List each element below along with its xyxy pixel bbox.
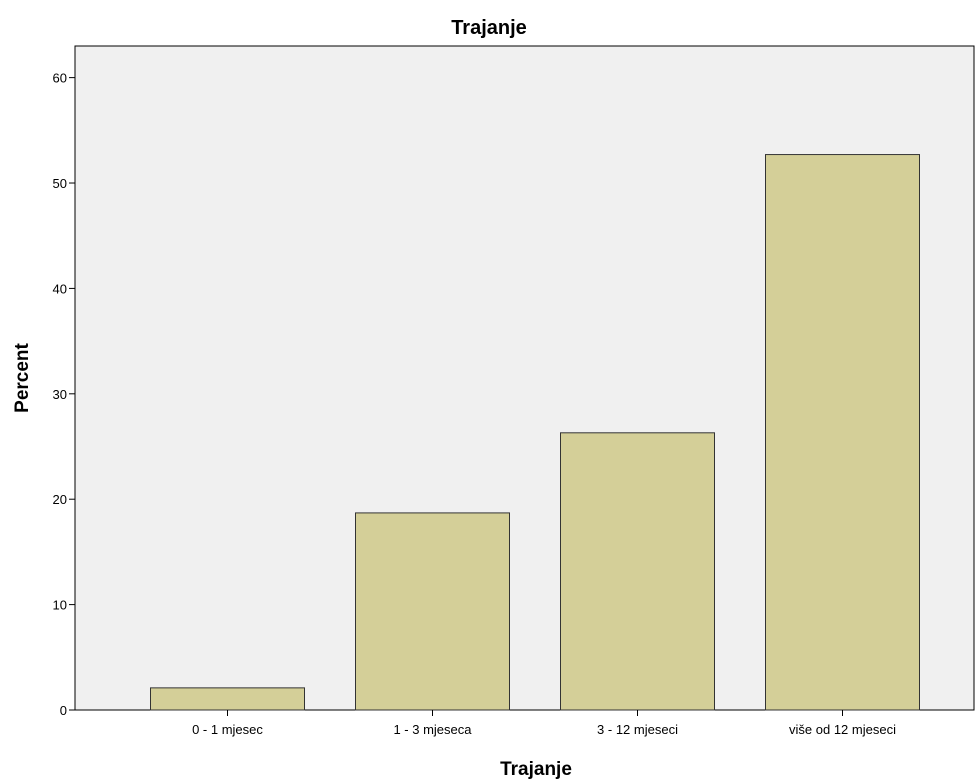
y-tick-label: 60 [53, 71, 67, 86]
y-axis: 0 10 20 30 40 50 60 [53, 71, 75, 718]
x-axis: 0 - 1 mjesec 1 - 3 mjeseca 3 - 12 mjeseci v… [192, 710, 896, 737]
y-tick-label: 40 [53, 281, 67, 296]
y-tick-label: 30 [53, 387, 67, 402]
y-tick-label: 20 [53, 492, 67, 507]
chart-title: Trajanje [451, 17, 527, 39]
y-tick-label: 0 [60, 703, 67, 718]
y-tick-label: 50 [53, 176, 67, 191]
y-tick-label: 10 [53, 598, 67, 613]
bar [355, 512, 510, 711]
x-tick-label: 3 - 12 mjeseci [597, 722, 678, 737]
bar [560, 432, 715, 711]
x-axis-title: Trajanje [500, 759, 572, 780]
y-axis-title: Percent [12, 342, 33, 412]
bar [765, 154, 920, 711]
bar [150, 687, 305, 711]
x-tick-label: 0 - 1 mjesec [192, 722, 263, 737]
x-tick-label: 1 - 3 mjeseca [393, 722, 472, 737]
x-tick-label: više od 12 mjeseci [789, 722, 896, 737]
